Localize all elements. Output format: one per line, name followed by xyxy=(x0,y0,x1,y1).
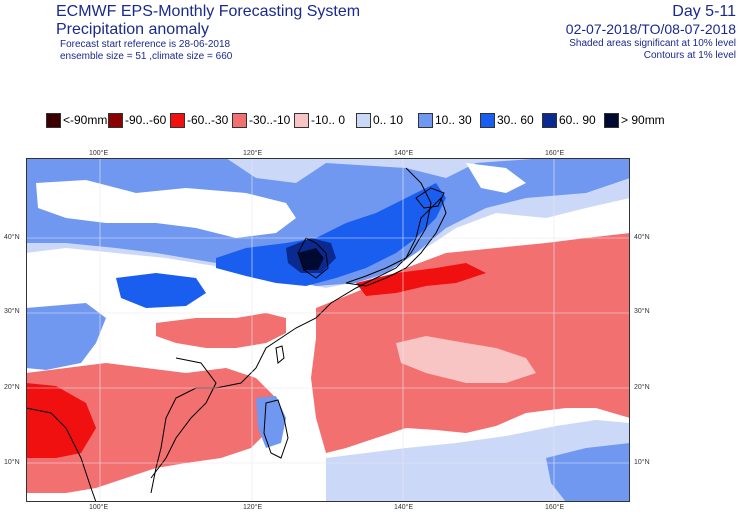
legend-label: 0.. 10 xyxy=(373,113,404,127)
lat-tick-label: 10°N xyxy=(4,459,20,466)
map-subtitle: Precipitation anomaly xyxy=(56,21,209,38)
date-range: 02-07-2018/TO/08-07-2018 xyxy=(565,21,736,37)
coastline-hokkaido xyxy=(415,187,445,209)
legend-swatch xyxy=(418,112,433,128)
legend-label: -90..-60 xyxy=(125,113,167,127)
legend-swatch xyxy=(108,112,123,128)
coastline-indochina xyxy=(150,357,217,479)
coastline-philippines xyxy=(263,399,289,459)
legend-label: -10.. 0 xyxy=(311,113,346,127)
lon-tick-label: 120°E xyxy=(243,150,263,157)
legend-label: -60..-30 xyxy=(187,113,229,127)
legend-swatch xyxy=(604,112,619,128)
legend-item: <-90mm xyxy=(46,110,107,130)
anomaly-red-light-inner xyxy=(396,336,536,383)
anomaly-red-china xyxy=(156,313,286,348)
anomaly-blue-west xyxy=(116,273,206,308)
legend-item: 0.. 10 xyxy=(356,110,403,130)
lat-tick-label: 20°N xyxy=(634,384,650,391)
legend-label: 30.. 60 xyxy=(497,113,534,127)
legend-item: 10.. 30 xyxy=(418,110,472,130)
anomaly-blue-south-medium xyxy=(546,443,630,502)
lat-tick-label: 10°N xyxy=(634,459,650,466)
day-range: Day 5-11 xyxy=(672,3,736,20)
legend-label: 60.. 90 xyxy=(559,113,596,127)
legend-item: -10.. 0 xyxy=(294,110,345,130)
lon-tick-label: 160°E xyxy=(545,504,565,511)
legend-item: -90..-60 xyxy=(108,110,166,130)
legend-item: -60..-30 xyxy=(170,110,228,130)
anomaly-white-gap-nw xyxy=(36,180,296,238)
anomaly-dark-blue-band xyxy=(216,183,446,286)
legend-swatch xyxy=(480,112,495,128)
legend-label: > 90mm xyxy=(621,113,665,127)
map-title: ECMWF EPS-Monthly Forecasting System xyxy=(56,3,361,20)
lon-tick-label: 100°E xyxy=(89,504,109,511)
legend-swatch xyxy=(356,112,371,128)
legend-swatch xyxy=(46,112,61,128)
map-frame xyxy=(26,158,630,502)
legend-item: 30.. 60 xyxy=(480,110,534,130)
ensemble-info: ensemble size = 51 ,climate size = 660 xyxy=(60,51,233,62)
lat-tick-label: 30°N xyxy=(4,308,20,315)
forecast-reference: Forecast start reference is 28-06-2018 xyxy=(60,39,231,50)
anomaly-white-gap-ne xyxy=(466,163,526,193)
lon-tick-label: 100°E xyxy=(89,150,109,157)
coastline-taiwan xyxy=(275,345,285,364)
anomaly-blue-himalaya-light xyxy=(26,303,106,370)
anomaly-red-strong xyxy=(356,263,486,296)
shaded-note: Shaded areas significant at 10% level xyxy=(569,38,736,49)
lon-tick-label: 120°E xyxy=(243,504,263,511)
legend-item: -30..-10 xyxy=(232,110,290,130)
legend-label: <-90mm xyxy=(63,113,108,127)
lat-tick-label: 40°N xyxy=(634,234,650,241)
lon-tick-label: 140°E xyxy=(394,150,414,157)
coastline-japan xyxy=(345,197,447,287)
lon-tick-label: 140°E xyxy=(394,504,414,511)
anomaly-red-sw xyxy=(26,363,276,493)
anomaly-red-sw-strong xyxy=(26,383,96,458)
legend-swatch xyxy=(542,112,557,128)
anomaly-blue-philippines xyxy=(256,396,286,448)
lon-tick-label: 160°E xyxy=(545,150,565,157)
precipitation-map xyxy=(26,158,630,502)
graticule xyxy=(26,158,630,502)
legend-swatch xyxy=(232,112,247,128)
coastline-india xyxy=(26,407,97,502)
anomaly-darkest-core xyxy=(298,248,324,270)
lat-tick-label: 30°N xyxy=(634,308,650,315)
contours-note: Contours at 1% level xyxy=(643,50,736,61)
lat-tick-label: 20°N xyxy=(4,384,20,391)
lat-tick-label: 40°N xyxy=(4,234,20,241)
legend-label: 10.. 30 xyxy=(435,113,472,127)
legend-label: -30..-10 xyxy=(249,113,291,127)
coastline-asia xyxy=(150,167,432,494)
coastline-korea xyxy=(297,237,329,279)
legend-swatch xyxy=(170,112,185,128)
legend-item: > 90mm xyxy=(604,110,665,130)
legend-item: 60.. 90 xyxy=(542,110,596,130)
legend-swatch xyxy=(294,112,309,128)
